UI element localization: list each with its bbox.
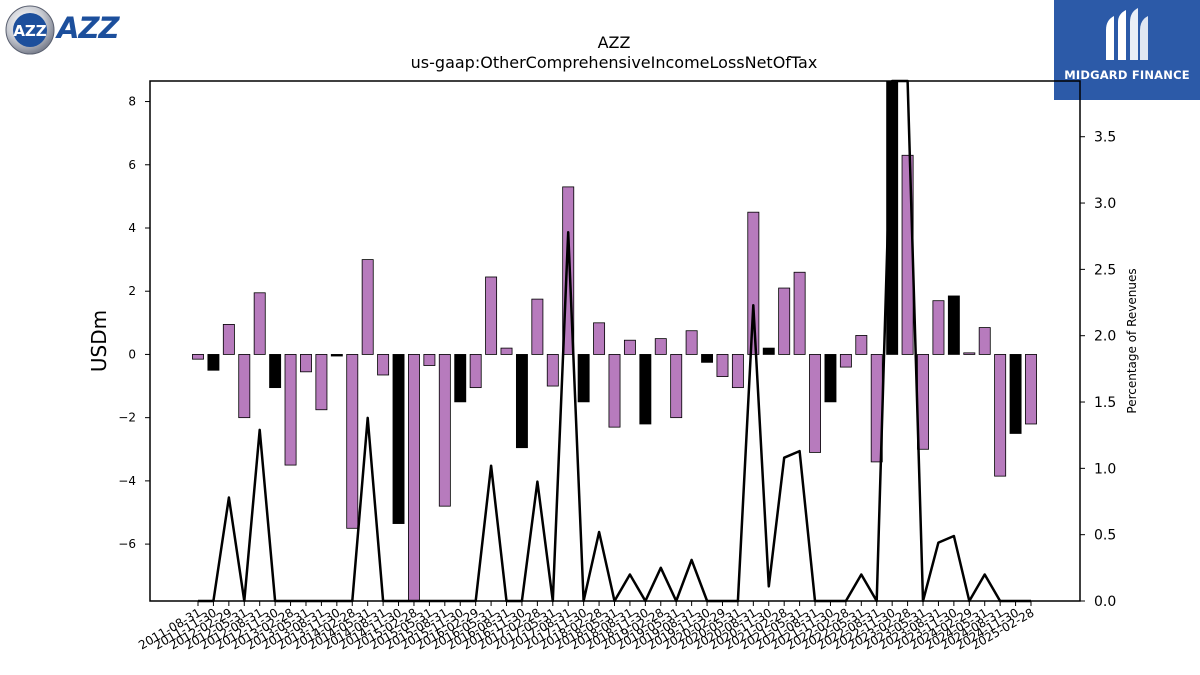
bar [608, 354, 621, 428]
bar [793, 271, 806, 355]
bar [932, 300, 945, 355]
bar [809, 354, 821, 453]
y-tick-label: 8 [128, 95, 136, 109]
bar [670, 354, 683, 419]
bar [222, 324, 235, 355]
bar [1025, 354, 1037, 425]
bar [469, 354, 482, 389]
bar [423, 354, 436, 366]
bar [330, 354, 343, 357]
bar [855, 335, 868, 355]
bar [377, 354, 390, 376]
bar [515, 354, 528, 449]
y-tick-label: 0 [128, 347, 136, 361]
azz-globe-icon: AZZ [5, 5, 55, 55]
y2-tick-label: 2.5 [1094, 262, 1116, 278]
midgard-finance-logo: MIDGARD FINANCE [1054, 0, 1200, 100]
bar [207, 354, 220, 371]
chart-subtitle: us-gaap:OtherComprehensiveIncomeLossNetO… [411, 53, 818, 72]
bar [562, 186, 575, 355]
bar [623, 339, 636, 355]
y2-tick-label: 1.5 [1094, 395, 1116, 411]
bar [747, 211, 760, 355]
bar [947, 295, 960, 355]
y-tick-label: 4 [128, 221, 136, 235]
bar [593, 322, 606, 355]
bar [701, 354, 714, 363]
bar [716, 354, 729, 377]
bar [500, 347, 513, 355]
bar [485, 276, 498, 355]
bar [238, 354, 251, 419]
bar [546, 354, 559, 387]
bar [300, 354, 312, 373]
y-tick-label: 6 [128, 158, 136, 172]
y-tick-label: −6 [118, 537, 136, 551]
midgard-emblem-icon [1106, 8, 1148, 60]
y-tick-label: −4 [118, 474, 136, 488]
y2-tick-label: 0.5 [1094, 528, 1116, 544]
bar [963, 352, 976, 355]
chart-title: AZZ [598, 33, 631, 52]
bar [978, 327, 991, 355]
bar [762, 347, 775, 355]
y2-tick-label: 3.0 [1094, 196, 1116, 212]
bar-series [192, 80, 1037, 602]
bar [392, 354, 405, 524]
bar [577, 354, 590, 403]
bar [731, 354, 744, 389]
azz-badge-text: AZZ [13, 22, 46, 40]
bar [284, 354, 297, 466]
bar [531, 298, 544, 355]
bar [361, 259, 374, 355]
midgard-finance-text: MIDGARD FINANCE [1064, 68, 1190, 82]
bar [346, 354, 359, 529]
bar [454, 354, 467, 403]
y2-tick-label: 3.5 [1094, 130, 1116, 146]
y2-tick-label: 0.0 [1094, 594, 1116, 610]
y-tick-label: 2 [128, 284, 136, 298]
bar [994, 354, 1007, 477]
bar [824, 354, 837, 403]
y2-axis-label: Percentage of Revenues [1125, 268, 1139, 413]
azz-logo: AZZ AZZ [5, 5, 140, 57]
bar [654, 338, 667, 355]
bar [192, 354, 204, 360]
axes: −6−4−2024680.00.51.01.52.02.53.03.52011-… [118, 80, 1116, 652]
bar [639, 354, 652, 425]
bar [685, 330, 698, 355]
bar [438, 354, 451, 507]
bar [408, 354, 420, 602]
y2-tick-label: 1.0 [1094, 461, 1116, 477]
bar [1009, 354, 1022, 434]
bar [269, 354, 282, 389]
bar [778, 287, 791, 355]
y-tick-label: −2 [118, 411, 136, 425]
bar [839, 354, 852, 368]
azz-wordmark: AZZ [57, 11, 119, 45]
bar [315, 354, 328, 411]
y-axis-label: USDm [87, 310, 111, 372]
bar [253, 292, 266, 355]
y2-tick-label: 2.0 [1094, 329, 1116, 345]
